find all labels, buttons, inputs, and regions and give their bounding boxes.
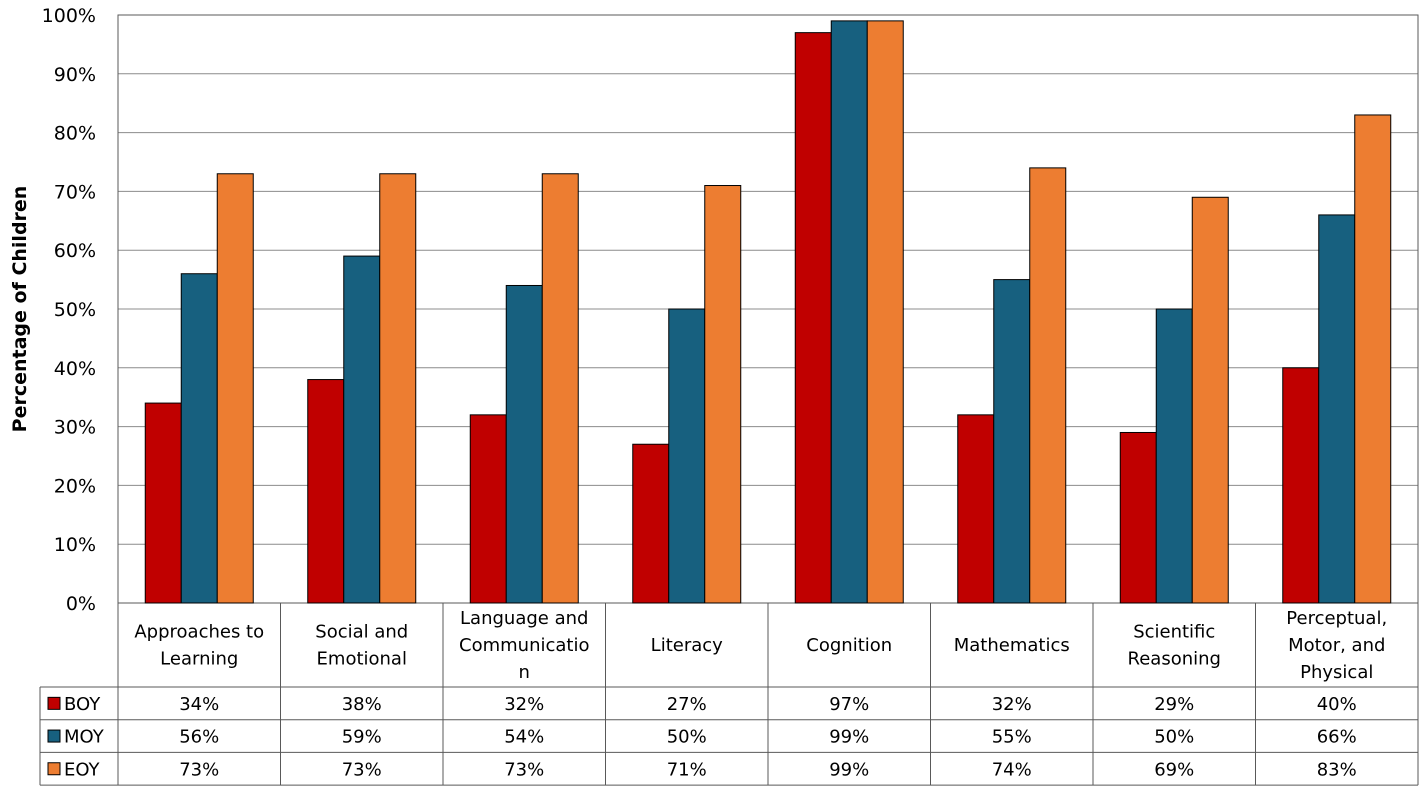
legend-key-moy: [47, 729, 61, 743]
bar-boy: [469, 414, 507, 604]
bar-moy: [993, 279, 1031, 604]
bar-eoy: [216, 173, 254, 604]
data-table-cell: 38%: [342, 694, 382, 715]
y-tick-label: 20%: [54, 475, 96, 497]
data-table-cell: 66%: [1317, 727, 1357, 748]
data-table-cell: 34%: [179, 694, 219, 715]
y-tick-label: 90%: [54, 64, 96, 86]
y-tick-label: 70%: [54, 181, 96, 203]
y-tick-label: 0%: [66, 593, 96, 615]
y-tick-label: 80%: [54, 123, 96, 145]
data-table-cell: 27%: [667, 694, 707, 715]
bar-boy: [794, 32, 832, 604]
data-table-cell: 40%: [1317, 694, 1357, 715]
y-tick-label: 10%: [54, 534, 96, 556]
category-label: Approaches to: [134, 622, 264, 643]
data-table-cell: 50%: [667, 727, 707, 748]
category-label: Communicatio: [459, 635, 589, 656]
y-axis-title: Percentage of Children: [9, 186, 31, 433]
data-table-cell: 55%: [992, 727, 1032, 748]
data-table-cell: 54%: [504, 727, 544, 748]
bar-moy: [180, 273, 218, 604]
data-table-cell: 73%: [504, 759, 544, 780]
data-table-cell: 32%: [504, 694, 544, 715]
y-tick-label: 50%: [54, 299, 96, 321]
bar-eoy: [1191, 196, 1229, 604]
bar-moy: [505, 284, 543, 604]
data-table-cell: 69%: [1154, 759, 1194, 780]
data-table-cell: 99%: [829, 759, 869, 780]
category-label: Scientific: [1133, 622, 1215, 643]
legend-key-eoy: [47, 762, 61, 776]
data-table-cell: 71%: [667, 759, 707, 780]
data-table-cell: 73%: [179, 759, 219, 780]
bar-boy: [632, 443, 670, 604]
data-table-cell: 32%: [992, 694, 1032, 715]
data-table-cell: 29%: [1154, 694, 1194, 715]
bar-moy: [343, 255, 381, 604]
y-tick-label: 30%: [54, 417, 96, 439]
data-table-cell: 73%: [342, 759, 382, 780]
data-table-cell: 50%: [1154, 727, 1194, 748]
legend-key-boy: [47, 696, 61, 710]
data-table-cell: 74%: [992, 759, 1032, 780]
category-label: Cognition: [806, 635, 892, 656]
bar-moy: [1318, 214, 1356, 604]
category-label: Mathematics: [954, 635, 1070, 656]
category-label: Physical: [1300, 662, 1373, 683]
category-label: Literacy: [651, 635, 723, 656]
bar-eoy: [379, 173, 417, 604]
y-tick-label: 40%: [54, 358, 96, 380]
bar-boy: [307, 379, 345, 604]
bar-eoy: [1029, 167, 1067, 604]
bar-moy: [830, 20, 868, 604]
data-table-cell: 99%: [829, 727, 869, 748]
category-label: Reasoning: [1128, 649, 1221, 670]
bar-boy: [1119, 431, 1157, 604]
data-table-cell: 56%: [179, 727, 219, 748]
bar-moy: [1155, 308, 1193, 604]
category-label: n: [519, 662, 530, 683]
bar-eoy: [866, 20, 904, 604]
data-table-cell: 83%: [1317, 759, 1357, 780]
category-label: Social and: [315, 622, 408, 643]
y-tick-label: 60%: [54, 240, 96, 262]
legend-label: BOY: [64, 694, 101, 715]
data-table-cell: 97%: [829, 694, 869, 715]
legend-label: MOY: [64, 727, 105, 748]
bar-boy: [144, 402, 182, 604]
bar-eoy: [541, 173, 579, 604]
bar-boy: [1282, 367, 1320, 604]
legend-label: EOY: [64, 759, 101, 780]
y-tick-label: 100%: [42, 5, 96, 27]
category-label: Language and: [460, 608, 588, 629]
bar-moy: [668, 308, 706, 604]
category-label: Perceptual,: [1286, 608, 1387, 629]
bar-eoy: [704, 185, 742, 604]
bar-eoy: [1354, 114, 1392, 604]
category-label: Motor, and: [1288, 635, 1385, 656]
category-label: Learning: [160, 649, 238, 670]
bar-boy: [957, 414, 995, 604]
category-label: Emotional: [317, 649, 407, 670]
data-table-cell: 59%: [342, 727, 382, 748]
